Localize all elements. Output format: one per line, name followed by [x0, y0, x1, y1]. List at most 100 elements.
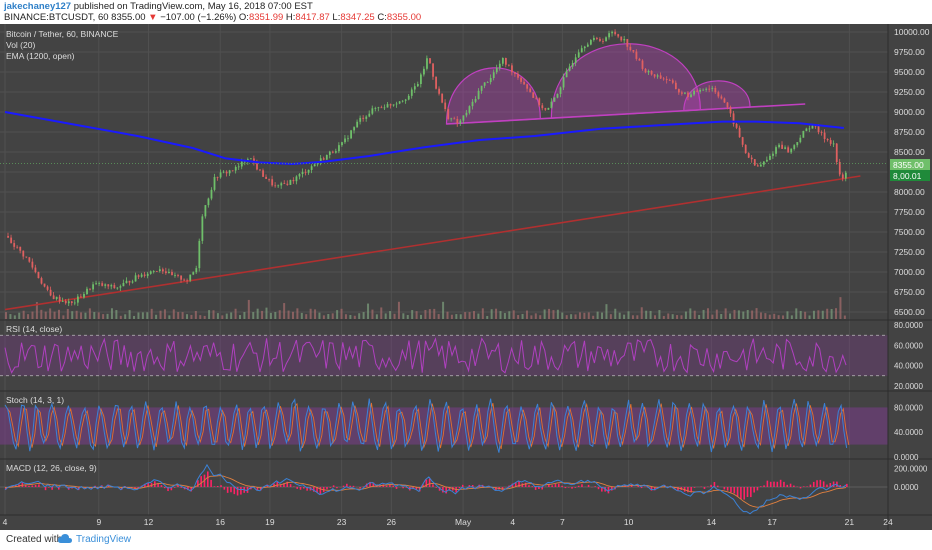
volume-bar [261, 310, 264, 319]
volume-bar [481, 308, 484, 319]
macd-histogram-bar [597, 487, 600, 490]
candle-body [705, 88, 708, 90]
chart-header: jakechaney127 published on TradingView.c… [0, 0, 932, 24]
macd-histogram-bar [759, 486, 762, 487]
macd-histogram-bar [461, 484, 464, 487]
candle-body [438, 88, 441, 94]
volume-bar [561, 312, 564, 319]
volume-bar [168, 315, 171, 319]
macd-histogram-bar [369, 481, 371, 487]
chart-svg[interactable]: 4 9 12 16 19 23 26 May 4 7 10 14 17 21 24 10000.00 9750.… [0, 24, 932, 530]
candle-body [775, 147, 777, 154]
candle-body [623, 39, 626, 41]
volume-bar [477, 313, 480, 319]
volume-bar [627, 311, 630, 319]
macd-histogram-bar [740, 487, 742, 500]
volume-bar [247, 299, 250, 319]
rsi-pane-title: RSI (14, close) [6, 324, 62, 334]
candle-body [86, 288, 88, 294]
candle-body [541, 105, 544, 109]
head-arc [550, 43, 701, 119]
stoch-d-line [6, 402, 850, 450]
candle-body [286, 183, 289, 185]
macd-histogram-bar [326, 487, 328, 490]
candle-body [577, 52, 580, 58]
candle-body [429, 58, 431, 64]
macd-pane[interactable] [0, 463, 888, 515]
volume-bar [349, 314, 352, 319]
support-trend-line [4, 175, 861, 311]
volume-bar [618, 312, 621, 319]
stoch-pane[interactable] [0, 398, 888, 453]
published-text: published on TradingView.com, May 16, 20… [73, 1, 313, 12]
macd-histogram-bar [51, 487, 53, 490]
macd-histogram-bar [690, 487, 693, 493]
macd-histogram-bar [342, 485, 345, 487]
candle-body [310, 166, 313, 170]
candle-body [259, 169, 261, 171]
candle-body [681, 92, 683, 94]
price-pane[interactable] [0, 29, 888, 319]
candle-body [216, 177, 219, 178]
candle-body [222, 171, 225, 173]
macd-histogram-bar [726, 487, 729, 491]
candle-body [823, 132, 826, 140]
candle-body [46, 286, 49, 290]
macd-histogram-bar [557, 483, 560, 487]
macd-histogram-bar [38, 484, 40, 487]
price-tags: 8355.00 8,00.01 [890, 159, 930, 181]
volume-bar [724, 308, 727, 319]
candle-body [690, 94, 692, 98]
macd-histogram-bar [226, 487, 229, 493]
candle-body [501, 58, 504, 64]
price-tick-label: 7500.00 [894, 227, 925, 237]
candle-body [292, 179, 295, 182]
candle-body [95, 283, 98, 285]
candle-body [101, 283, 104, 286]
candle-body [353, 127, 356, 131]
macd-histogram-bar [210, 479, 212, 487]
macd-histogram-bar [256, 487, 259, 491]
ema-line [4, 111, 844, 166]
candle-body [49, 289, 52, 296]
volume-bar [163, 309, 166, 319]
candle-body [19, 246, 22, 251]
volume-bar [172, 309, 175, 319]
volume-bar [472, 311, 475, 319]
macd-histogram-bar [743, 487, 746, 500]
candle-body [580, 48, 583, 53]
candle-body [80, 296, 82, 298]
macd-histogram-bar [312, 487, 315, 492]
volume-bar [808, 315, 811, 319]
macd-histogram-bar [44, 487, 47, 491]
rsi-pane[interactable] [0, 334, 888, 377]
macd-histogram-bar [471, 484, 474, 487]
volume-bar [208, 310, 211, 319]
tradingview-brand[interactable]: TradingView [76, 534, 132, 545]
volume-bar [133, 315, 136, 319]
candle-body [495, 68, 498, 73]
candle-body [180, 275, 183, 280]
volume-bar [539, 315, 542, 319]
macd-histogram-bar [293, 486, 295, 487]
volume-bar [393, 313, 396, 319]
author-link[interactable]: jakechaney127 [4, 1, 72, 12]
candle-body [599, 38, 601, 41]
candle-body [635, 51, 638, 59]
candle-body [265, 176, 268, 179]
macd-histogram-bar [94, 485, 97, 487]
candle-body [55, 296, 58, 300]
volume-bar [495, 308, 498, 319]
macd-histogram-bar [362, 486, 365, 487]
volume-bar [66, 308, 69, 319]
candle-body [647, 70, 650, 73]
macd-histogram-bar [561, 485, 563, 487]
candle-body [462, 115, 465, 121]
candle-body [811, 125, 814, 129]
candle-body [325, 154, 328, 160]
chart-area[interactable]: 4 9 12 16 19 23 26 May 4 7 10 14 17 21 24 10000.00 9750.… [0, 24, 932, 530]
macd-histogram-bar [730, 487, 732, 493]
candle-body [335, 151, 337, 153]
macd-histogram-bar [385, 485, 388, 487]
macd-histogram-bar [750, 487, 752, 498]
